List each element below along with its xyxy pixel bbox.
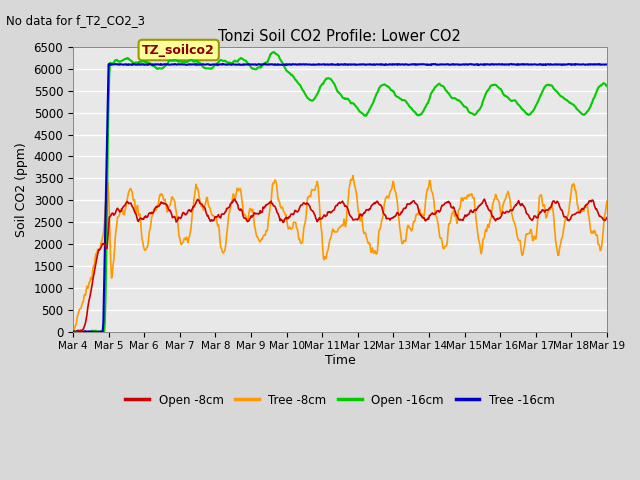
Legend: Open -8cm, Tree -8cm, Open -16cm, Tree -16cm: Open -8cm, Tree -8cm, Open -16cm, Tree -… bbox=[121, 389, 559, 411]
Title: Tonzi Soil CO2 Profile: Lower CO2: Tonzi Soil CO2 Profile: Lower CO2 bbox=[218, 29, 461, 44]
Text: TZ_soilco2: TZ_soilco2 bbox=[142, 44, 215, 57]
Text: No data for f_T2_CO2_3: No data for f_T2_CO2_3 bbox=[6, 14, 145, 27]
Y-axis label: Soil CO2 (ppm): Soil CO2 (ppm) bbox=[15, 142, 28, 237]
X-axis label: Time: Time bbox=[324, 354, 355, 367]
